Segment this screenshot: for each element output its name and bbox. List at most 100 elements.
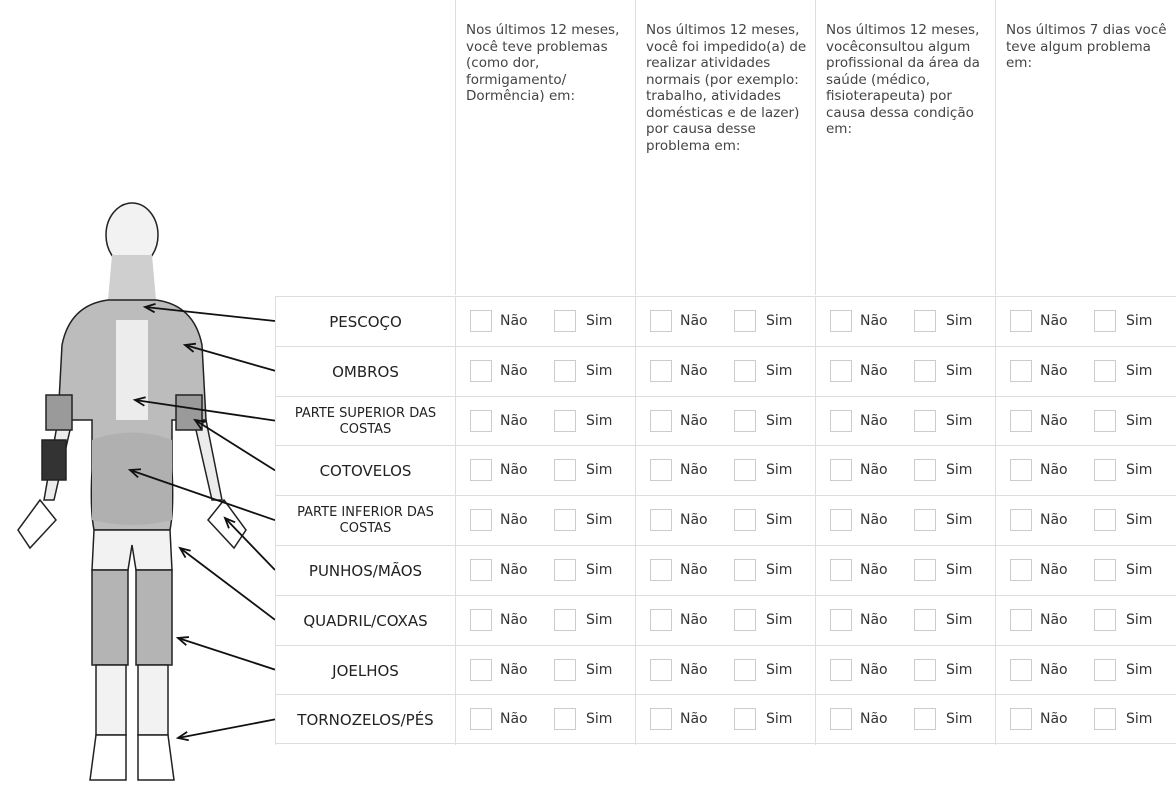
checkbox[interactable] xyxy=(554,708,576,731)
checkbox[interactable] xyxy=(914,708,936,731)
checkbox[interactable] xyxy=(650,658,672,681)
checkbox[interactable] xyxy=(1094,559,1116,581)
answer-cell: Não Sim xyxy=(455,695,635,746)
row-label: TORNOZELOS/PÉS xyxy=(275,695,455,746)
checkbox[interactable] xyxy=(914,459,936,482)
checkbox[interactable] xyxy=(914,359,936,382)
checkbox[interactable] xyxy=(650,459,672,482)
checkbox[interactable] xyxy=(830,459,852,482)
option-label: Não xyxy=(860,313,888,329)
checkbox[interactable] xyxy=(914,559,936,581)
answer-cell: Não Sim xyxy=(815,396,995,447)
checkbox[interactable] xyxy=(554,559,576,581)
option-label: Sim xyxy=(946,512,973,529)
checkbox[interactable] xyxy=(1010,359,1032,382)
checkbox[interactable] xyxy=(734,608,756,631)
checkbox[interactable] xyxy=(734,708,756,731)
form-row: PESCOÇO Não Sim Não Sim Não Sim Não Sim xyxy=(275,296,1176,347)
checkbox[interactable] xyxy=(650,359,672,382)
checkbox[interactable] xyxy=(830,608,852,631)
answer-cell: Não Sim xyxy=(995,297,1175,347)
checkbox[interactable] xyxy=(470,559,492,581)
checkbox[interactable] xyxy=(830,708,852,731)
checkbox[interactable] xyxy=(554,658,576,681)
checkbox[interactable] xyxy=(650,708,672,731)
checkbox[interactable] xyxy=(734,359,756,382)
option-label: Não xyxy=(1040,562,1068,578)
checkbox[interactable] xyxy=(554,359,576,382)
option-label: Não xyxy=(860,512,888,529)
checkbox[interactable] xyxy=(1010,608,1032,631)
checkbox[interactable] xyxy=(470,409,492,432)
checkbox[interactable] xyxy=(830,310,852,332)
checkbox[interactable] xyxy=(734,559,756,581)
checkbox[interactable] xyxy=(830,409,852,432)
option-label: Sim xyxy=(586,313,613,329)
answer-cell: Não Sim xyxy=(455,346,635,397)
option-label: Não xyxy=(860,562,888,578)
checkbox[interactable] xyxy=(1010,708,1032,731)
checkbox[interactable] xyxy=(554,608,576,631)
checkbox[interactable] xyxy=(1010,310,1032,332)
checkbox[interactable] xyxy=(1094,658,1116,681)
checkbox[interactable] xyxy=(914,658,936,681)
checkbox[interactable] xyxy=(470,708,492,731)
column-header: Nos últimos 12 meses, vocêconsultou algu… xyxy=(815,0,995,295)
option-label: Sim xyxy=(946,462,973,479)
option-label: Sim xyxy=(586,562,613,578)
checkbox[interactable] xyxy=(650,409,672,432)
checkbox[interactable] xyxy=(1010,409,1032,432)
checkbox[interactable] xyxy=(914,409,936,432)
checkbox[interactable] xyxy=(734,409,756,432)
checkbox[interactable] xyxy=(470,359,492,382)
checkbox[interactable] xyxy=(650,608,672,631)
checkbox[interactable] xyxy=(1094,509,1116,532)
checkbox[interactable] xyxy=(734,310,756,332)
option-label: Sim xyxy=(586,611,613,628)
checkbox[interactable] xyxy=(470,310,492,332)
checkbox[interactable] xyxy=(650,559,672,581)
checkbox[interactable] xyxy=(734,509,756,532)
answer-cell: Não Sim xyxy=(455,396,635,447)
option-label: Não xyxy=(500,512,528,529)
checkbox[interactable] xyxy=(470,608,492,631)
checkbox[interactable] xyxy=(650,310,672,332)
checkbox[interactable] xyxy=(1094,409,1116,432)
checkbox[interactable] xyxy=(830,559,852,581)
checkbox[interactable] xyxy=(1094,708,1116,731)
answer-cell: Não Sim xyxy=(455,546,635,596)
option-label: Não xyxy=(1040,711,1068,728)
checkbox[interactable] xyxy=(914,310,936,332)
arrow xyxy=(134,399,276,422)
option-label: Não xyxy=(680,711,708,728)
checkbox[interactable] xyxy=(1010,459,1032,482)
checkbox[interactable] xyxy=(1094,459,1116,482)
checkbox[interactable] xyxy=(470,459,492,482)
checkbox[interactable] xyxy=(914,608,936,631)
checkbox[interactable] xyxy=(830,509,852,532)
checkbox[interactable] xyxy=(830,359,852,382)
checkbox[interactable] xyxy=(554,459,576,482)
checkbox[interactable] xyxy=(650,509,672,532)
answer-cell: Não Sim xyxy=(455,446,635,497)
answer-cell: Não Sim xyxy=(995,446,1175,497)
checkbox[interactable] xyxy=(1010,559,1032,581)
checkbox[interactable] xyxy=(734,459,756,482)
checkbox[interactable] xyxy=(1010,658,1032,681)
checkbox[interactable] xyxy=(1010,509,1032,532)
checkbox[interactable] xyxy=(1094,310,1116,332)
checkbox[interactable] xyxy=(470,509,492,532)
checkbox[interactable] xyxy=(830,658,852,681)
checkbox[interactable] xyxy=(914,509,936,532)
checkbox[interactable] xyxy=(554,509,576,532)
checkbox[interactable] xyxy=(734,658,756,681)
form-row: QUADRIL/COXAS Não Sim Não Sim Não Sim Não Sim xyxy=(275,594,1176,646)
checkbox[interactable] xyxy=(470,658,492,681)
checkbox[interactable] xyxy=(554,409,576,432)
checkbox[interactable] xyxy=(554,310,576,332)
checkbox[interactable] xyxy=(1094,608,1116,631)
checkbox[interactable] xyxy=(1094,359,1116,382)
arrow-head xyxy=(132,396,146,407)
option-label: Sim xyxy=(766,711,793,728)
row-label: OMBROS xyxy=(275,346,455,397)
